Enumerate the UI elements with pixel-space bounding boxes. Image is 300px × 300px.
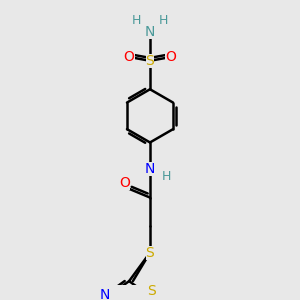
Text: O: O — [166, 50, 176, 64]
Text: S: S — [146, 246, 154, 260]
Text: O: O — [119, 176, 130, 190]
Text: N: N — [99, 288, 110, 300]
Text: H: H — [132, 14, 141, 27]
Text: H: H — [161, 170, 171, 183]
Text: N: N — [145, 25, 155, 39]
Text: O: O — [124, 50, 134, 64]
Text: S: S — [146, 54, 154, 68]
Text: H: H — [159, 14, 168, 27]
Text: S: S — [148, 284, 156, 298]
Text: N: N — [145, 162, 155, 176]
